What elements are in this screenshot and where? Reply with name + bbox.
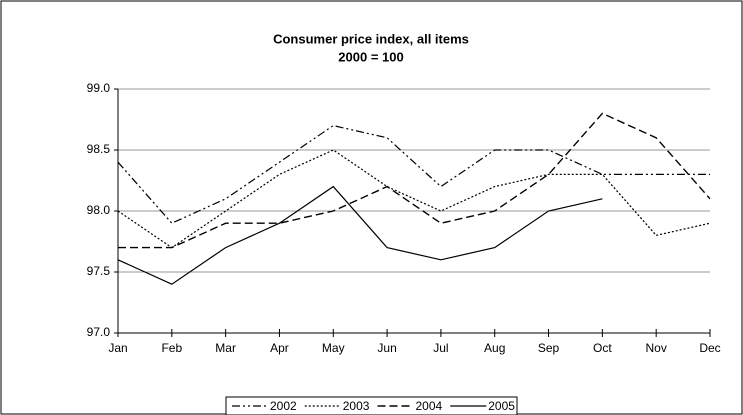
- x-tick-label: Aug: [484, 341, 505, 355]
- x-tick-label: Jun: [377, 341, 396, 355]
- x-tick-label: Jan: [108, 341, 127, 355]
- legend-label: 2004: [416, 399, 443, 413]
- x-tick-label: Jul: [433, 341, 448, 355]
- x-tick-label: Nov: [646, 341, 667, 355]
- x-tick-label: May: [322, 341, 345, 355]
- legend-label: 2002: [270, 399, 297, 413]
- legend-label: 2003: [343, 399, 370, 413]
- x-tick-label: Oct: [593, 341, 612, 355]
- y-tick-label: 98.0: [87, 203, 111, 217]
- series-line: [117, 124, 710, 224]
- series-line: [117, 185, 603, 285]
- series-line: [117, 149, 711, 249]
- series-line: [118, 112, 711, 249]
- y-tick-label: 98.5: [87, 142, 111, 156]
- y-tick-label: 97.5: [87, 264, 111, 278]
- y-tick-label: 97.0: [87, 325, 111, 339]
- chart-subtitle: 2000 = 100: [338, 49, 403, 64]
- chart-title: Consumer price index, all items: [273, 31, 469, 46]
- x-tick-label: Sep: [538, 341, 560, 355]
- legend-label: 2005: [488, 399, 515, 413]
- x-tick-label: Apr: [270, 341, 289, 355]
- y-tick-label: 99.0: [87, 81, 111, 95]
- x-tick-label: Dec: [699, 341, 720, 355]
- x-tick-label: Feb: [161, 341, 182, 355]
- x-tick-label: Mar: [215, 341, 236, 355]
- legend-box: [225, 396, 518, 415]
